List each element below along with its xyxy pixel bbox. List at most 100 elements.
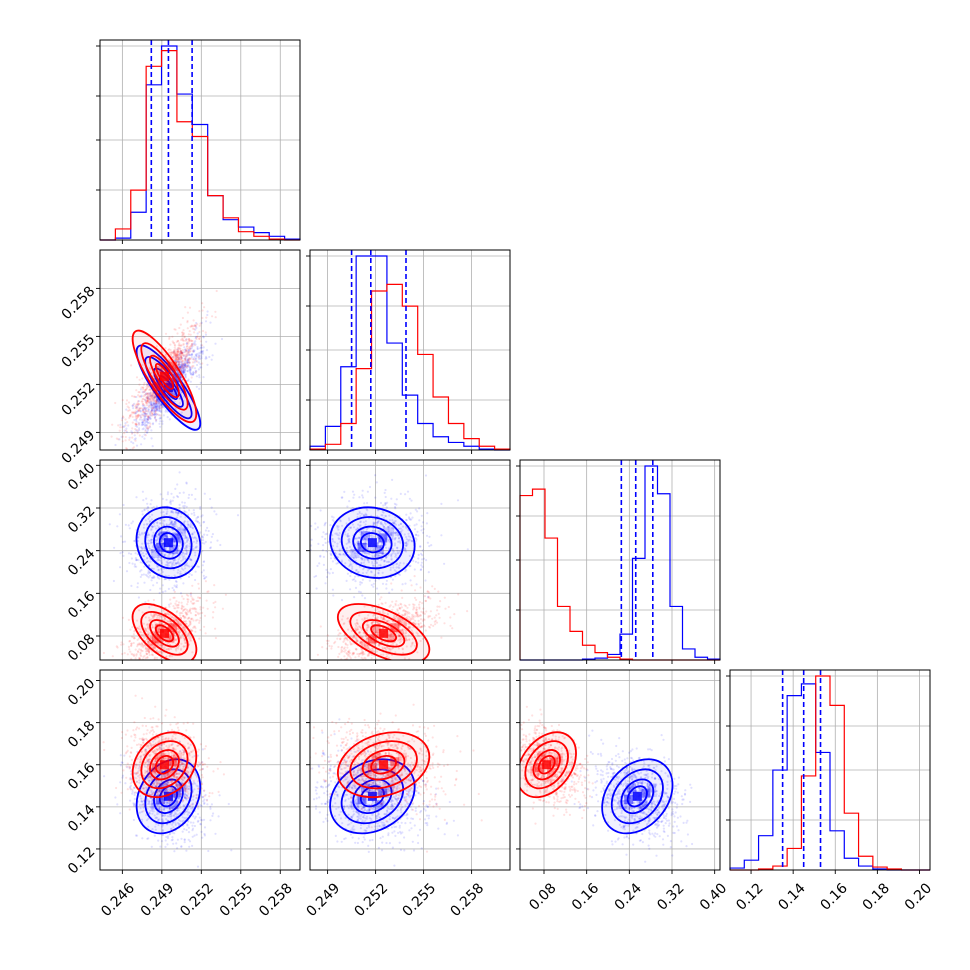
- sample-point: [375, 555, 378, 558]
- sample-point: [150, 653, 153, 656]
- sample-point: [142, 646, 145, 649]
- sample-point: [173, 351, 176, 354]
- sample-point: [169, 499, 172, 502]
- sample-point: [135, 407, 138, 410]
- sample-point: [190, 559, 193, 562]
- sample-point: [148, 388, 151, 391]
- sample-point: [153, 396, 156, 399]
- sample-point: [172, 589, 175, 592]
- sample-point: [155, 407, 158, 411]
- sample-point: [147, 416, 150, 420]
- sample-point: [303, 660, 305, 662]
- sample-point: [385, 587, 388, 590]
- sample-point: [181, 339, 184, 342]
- sample-point: [214, 606, 217, 609]
- sample-point: [176, 619, 179, 623]
- sample-point: [148, 650, 151, 654]
- sample-point: [394, 537, 397, 540]
- sample-point: [349, 562, 352, 565]
- sample-point: [127, 645, 130, 649]
- sample-point: [132, 407, 135, 410]
- sample-point: [125, 427, 128, 430]
- sample-point: [174, 562, 177, 565]
- sample-point: [147, 599, 150, 602]
- sample-point: [138, 418, 142, 421]
- sample-point: [133, 539, 137, 543]
- sample-point: [171, 371, 174, 374]
- sample-point: [376, 553, 379, 556]
- sample-point: [404, 493, 407, 496]
- sample-point: [189, 522, 193, 525]
- sample-point: [175, 647, 178, 650]
- sample-point: [154, 406, 157, 409]
- sample-point: [142, 554, 145, 557]
- sample-point: [363, 557, 367, 560]
- sample-point: [183, 531, 186, 534]
- sample-point: [188, 353, 191, 357]
- sample-point: [183, 336, 186, 339]
- sample-point: [119, 552, 122, 555]
- sample-point: [168, 418, 171, 421]
- sample-point: [175, 525, 178, 528]
- sample-point: [188, 346, 191, 349]
- sample-point: [169, 521, 172, 524]
- sample-point: [174, 634, 177, 637]
- sample-point: [174, 487, 177, 490]
- sample-point: [346, 657, 349, 660]
- sample-point: [354, 627, 357, 630]
- sample-point: [118, 451, 120, 453]
- sample-point: [181, 595, 184, 598]
- sample-point: [160, 562, 163, 565]
- sample-point: [201, 362, 204, 365]
- sample-point: [184, 529, 187, 532]
- sample-point: [224, 593, 227, 596]
- sample-point: [371, 620, 374, 624]
- sample-point: [194, 324, 197, 327]
- sample-point: [201, 316, 204, 320]
- sample-point: [147, 416, 150, 419]
- sample-point: [363, 551, 366, 554]
- sample-point: [161, 538, 165, 541]
- sample-point: [161, 406, 165, 409]
- sample-point: [379, 531, 382, 534]
- sample-point: [172, 641, 175, 644]
- sample-point: [209, 497, 212, 501]
- sample-point: [372, 635, 375, 638]
- sample-point: [140, 654, 143, 658]
- sample-point: [339, 520, 342, 523]
- sample-point: [178, 366, 181, 369]
- sample-point: [181, 352, 184, 355]
- sample-point: [150, 549, 153, 552]
- sample-point: [183, 364, 187, 367]
- sample-point: [176, 350, 180, 354]
- sample-point: [176, 350, 179, 354]
- sample-point: [136, 586, 139, 589]
- sample-point: [189, 368, 192, 371]
- sample-point: [138, 663, 140, 665]
- sample-point: [383, 526, 386, 529]
- sample-point: [197, 587, 201, 590]
- sample-point: [166, 562, 169, 565]
- sample-point: [128, 415, 131, 418]
- sample-point: [387, 530, 390, 533]
- sample-point: [140, 394, 143, 397]
- sample-point: [138, 378, 141, 381]
- sample-point: [187, 333, 190, 336]
- sample-point: [176, 360, 179, 364]
- sample-point: [377, 520, 380, 523]
- sample-point: [148, 385, 151, 388]
- sample-point: [367, 552, 370, 555]
- sample-point: [141, 420, 144, 423]
- sample-point: [364, 663, 366, 665]
- sample-point: [188, 352, 191, 355]
- sample-point: [187, 524, 190, 527]
- sample-point: [146, 652, 149, 655]
- sample-point: [141, 611, 144, 614]
- sample-point: [413, 596, 417, 600]
- sample-point: [150, 541, 153, 544]
- sample-point: [138, 532, 141, 536]
- sample-point: [411, 643, 414, 646]
- sample-point: [194, 614, 197, 617]
- sample-point: [178, 556, 181, 559]
- sample-point: [182, 529, 185, 532]
